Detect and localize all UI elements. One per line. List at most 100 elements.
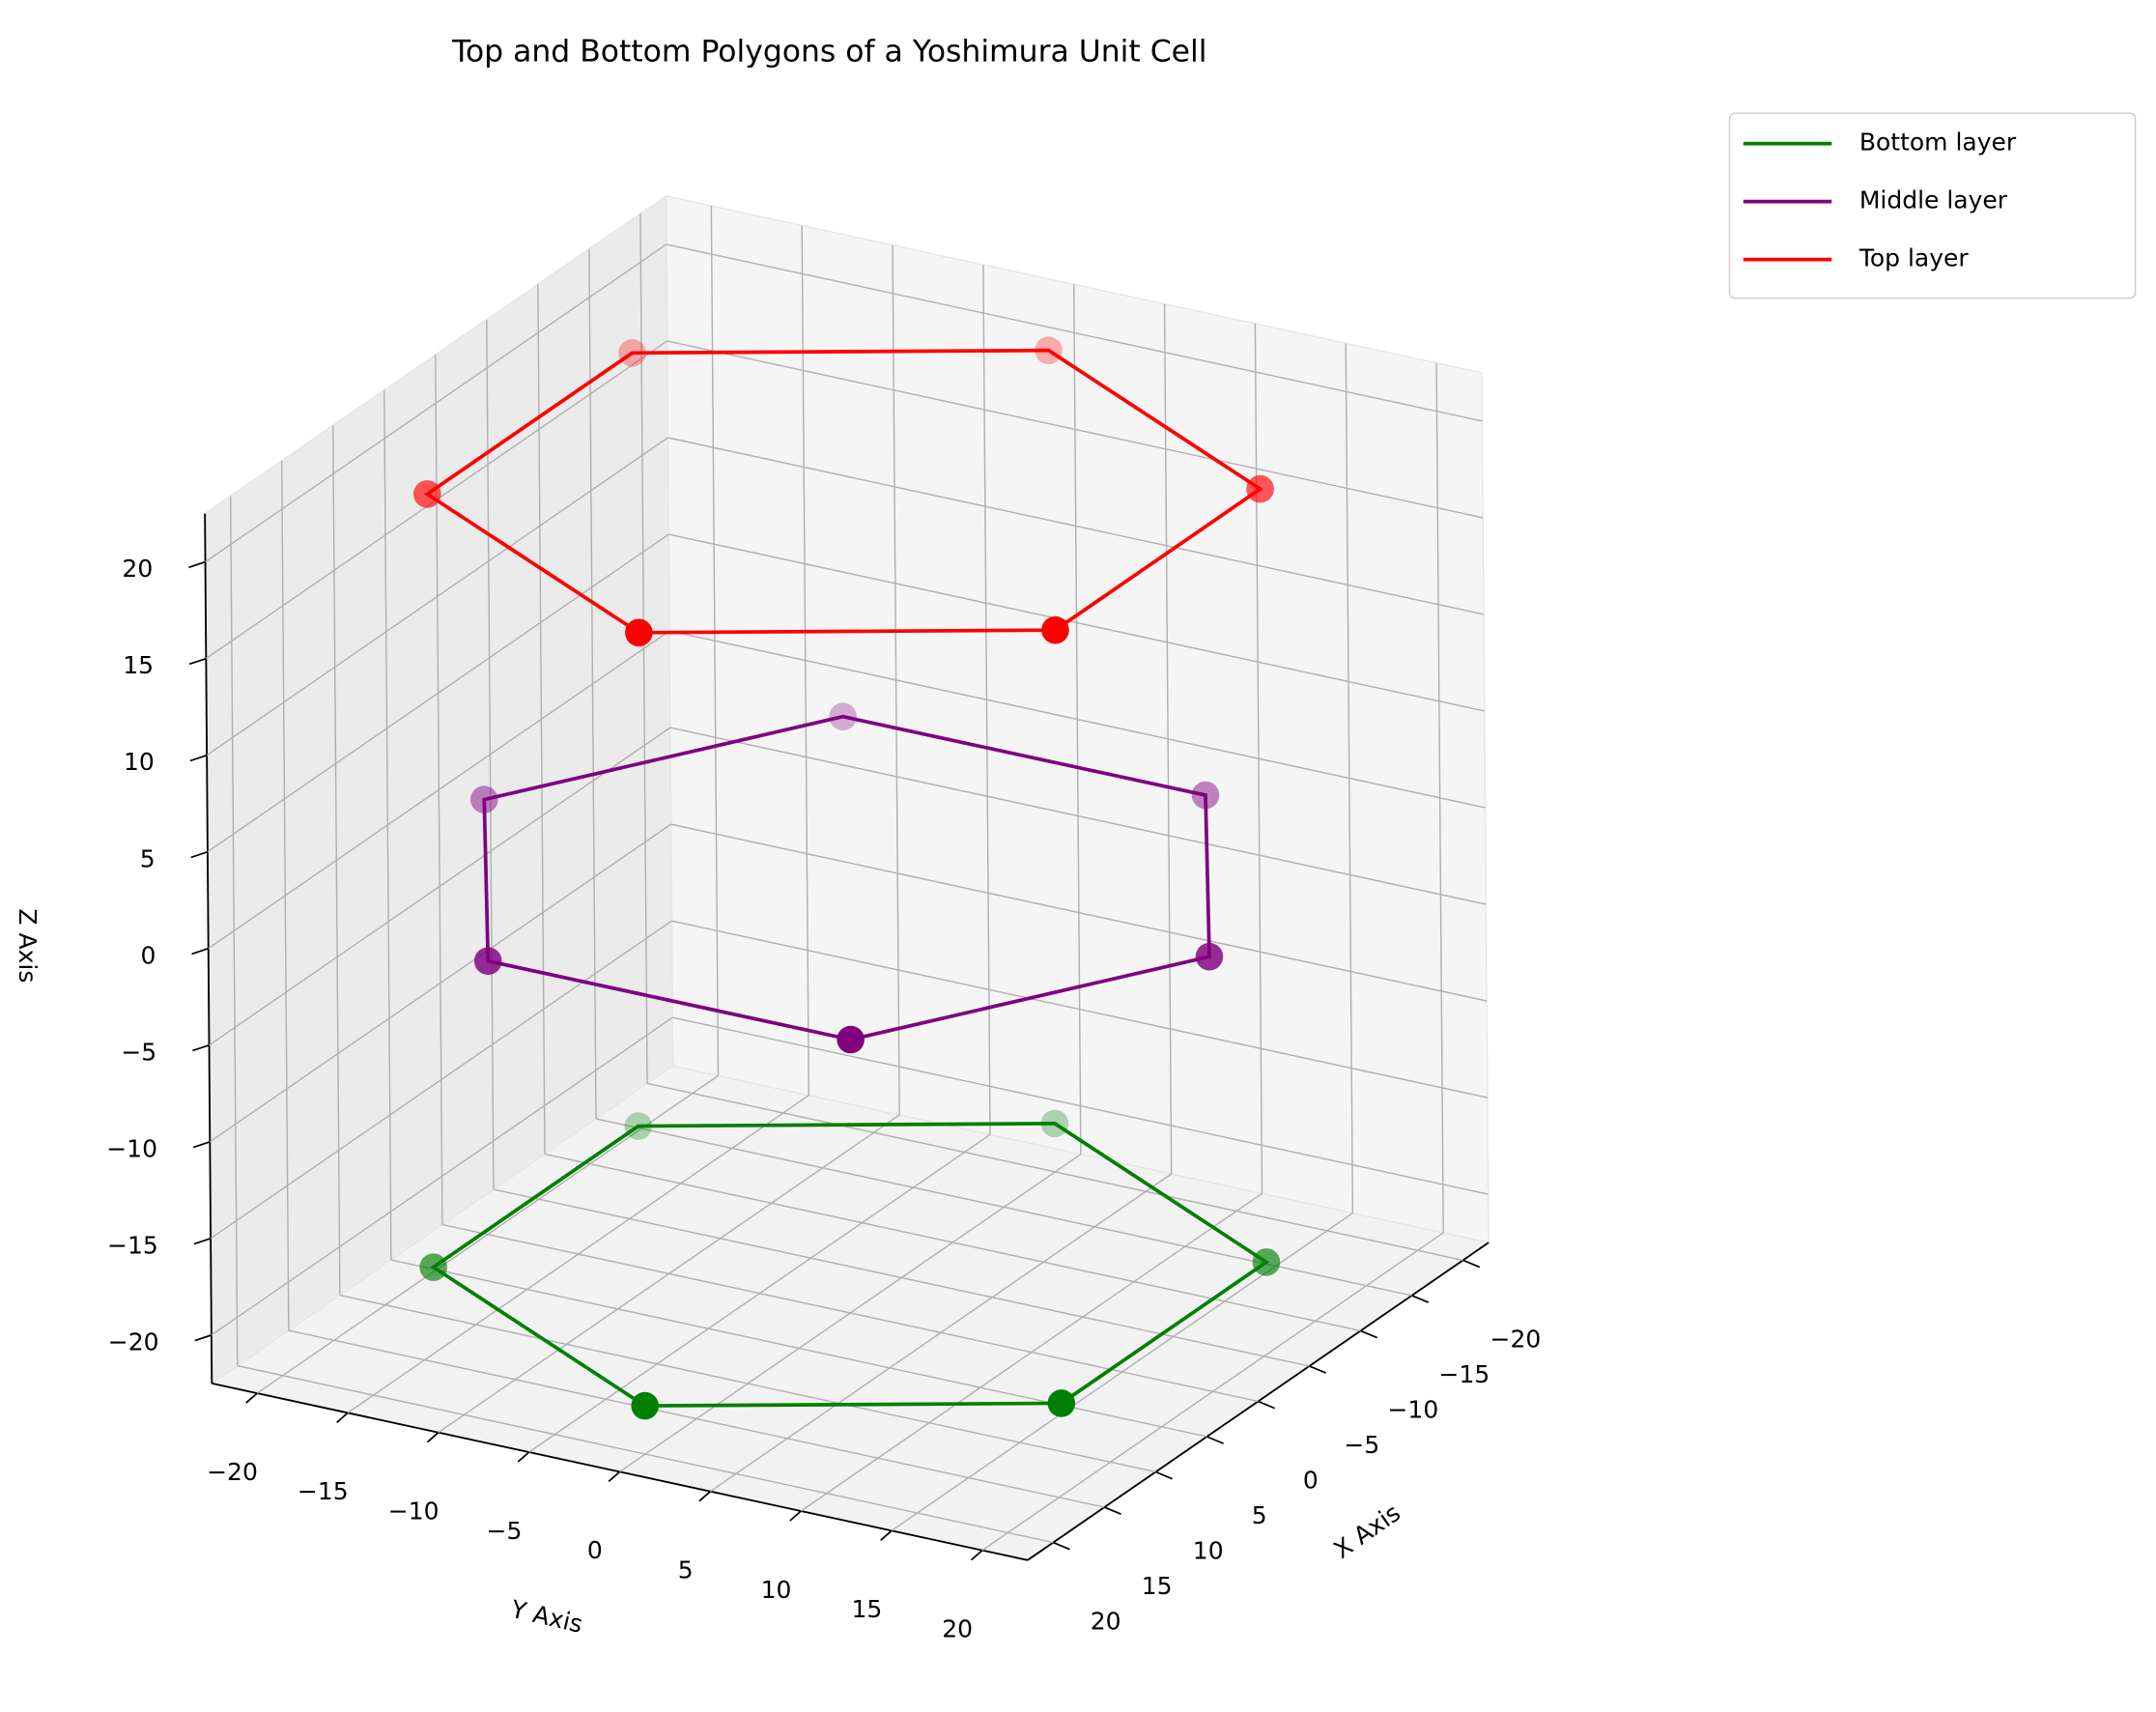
z-tick-label: −20 <box>108 1327 159 1355</box>
point-marker <box>1041 615 1069 644</box>
z-tick-label: 0 <box>141 941 156 969</box>
y-tick <box>245 1392 258 1404</box>
x-tick <box>1360 1329 1378 1339</box>
point-marker <box>1252 1248 1281 1276</box>
y-tick <box>698 1491 711 1502</box>
x-tick <box>1104 1506 1121 1515</box>
x-tick <box>1053 1541 1070 1551</box>
point-marker <box>1246 474 1274 503</box>
x-tick-label: 10 <box>1193 1536 1224 1564</box>
z-tick-label: 20 <box>122 555 153 583</box>
point-marker <box>837 1025 865 1054</box>
z-tick <box>191 947 209 956</box>
point-marker <box>1047 1389 1076 1417</box>
legend-label: Top layer <box>1858 244 1970 272</box>
grid-line <box>206 437 668 756</box>
grid-line <box>207 533 669 853</box>
grid-line <box>668 630 1486 809</box>
point-marker <box>1040 1109 1069 1138</box>
x-tick <box>1411 1295 1430 1303</box>
z-tick-label: 10 <box>124 748 155 776</box>
grid-line <box>667 437 1485 615</box>
z-tick-label: −10 <box>106 1134 157 1162</box>
x-tick-label: −20 <box>1490 1325 1542 1353</box>
x-tick <box>1206 1436 1224 1444</box>
grid-line <box>709 1173 1173 1493</box>
z-axis-title: Z Axis <box>14 908 42 983</box>
z-tick <box>188 657 207 666</box>
grid-line <box>670 823 1488 1002</box>
z-tick <box>194 1334 213 1342</box>
chart-title: Top and Bottom Polygons of a Yoshimura U… <box>451 34 1206 69</box>
x-tick-label: 15 <box>1142 1572 1173 1600</box>
point-marker <box>413 480 441 508</box>
grid-line <box>438 1114 900 1434</box>
point-marker <box>473 947 502 976</box>
point-marker <box>829 702 857 731</box>
point-marker <box>469 785 498 813</box>
y-tick <box>336 1412 349 1424</box>
x-tick-label: −10 <box>1387 1395 1438 1423</box>
grid-line <box>205 243 667 563</box>
grid-line <box>619 1154 1082 1472</box>
z-tick <box>192 1140 211 1149</box>
grid-line <box>211 1016 673 1336</box>
z-tick <box>190 850 209 859</box>
grid-line <box>671 920 1489 1099</box>
grid-line <box>669 727 1487 905</box>
x-tick <box>1462 1259 1481 1269</box>
grid-line <box>209 823 671 1143</box>
legend-box <box>1728 112 2137 300</box>
legend-label: Middle layer <box>1859 186 2008 214</box>
grid-line <box>347 1095 809 1413</box>
y-tick-label: −10 <box>388 1498 440 1526</box>
grid-line <box>981 1232 1444 1552</box>
grid-line <box>667 340 1484 519</box>
point-marker <box>1035 336 1063 364</box>
point-marker <box>419 1253 447 1281</box>
grid-line <box>672 1016 1489 1195</box>
legend-label: Bottom layer <box>1859 128 2017 157</box>
point-marker <box>625 618 653 647</box>
z-tick <box>188 560 206 569</box>
y-tick-label: −15 <box>298 1477 349 1505</box>
z-tick <box>193 1238 212 1245</box>
grid-line <box>668 533 1485 712</box>
grid-line <box>256 1074 719 1394</box>
grid-line <box>666 243 1483 422</box>
point-marker <box>1195 942 1224 971</box>
x-tick <box>1309 1365 1326 1374</box>
grid-line <box>209 727 671 1046</box>
x-tick <box>1258 1400 1275 1410</box>
y-tick-label: 0 <box>587 1536 603 1564</box>
z-tick <box>192 1043 210 1052</box>
grid-line <box>208 630 670 950</box>
y-tick-label: −5 <box>487 1517 523 1545</box>
z-tick-label: 5 <box>140 844 156 872</box>
y-tick-label: 20 <box>942 1615 973 1643</box>
point-marker <box>624 1112 653 1140</box>
x-tick-label: 20 <box>1091 1607 1121 1635</box>
point-marker <box>1191 781 1220 810</box>
y-tick <box>517 1451 530 1463</box>
z-tick <box>189 754 208 762</box>
x-tick-label: 5 <box>1252 1501 1267 1529</box>
y-tick-label: −20 <box>207 1458 258 1486</box>
point-marker <box>618 339 646 367</box>
x-tick-label: −5 <box>1344 1431 1379 1459</box>
y-tick <box>789 1510 802 1522</box>
z-tick-label: −5 <box>121 1038 156 1066</box>
x-tick-label: −15 <box>1439 1360 1490 1388</box>
y-tick <box>880 1529 893 1541</box>
x-tick <box>1155 1470 1173 1480</box>
y-axis-title: Y Axis <box>507 1595 585 1639</box>
z-tick-label: 15 <box>123 651 154 679</box>
grid-line <box>800 1192 1262 1512</box>
y-tick-label: 5 <box>678 1556 694 1584</box>
point-marker <box>631 1391 659 1420</box>
y-tick-label: 10 <box>761 1576 792 1604</box>
x-axis-title: X Axis <box>1328 1498 1405 1564</box>
y-tick <box>970 1549 983 1561</box>
y-tick-label: 15 <box>851 1595 882 1623</box>
